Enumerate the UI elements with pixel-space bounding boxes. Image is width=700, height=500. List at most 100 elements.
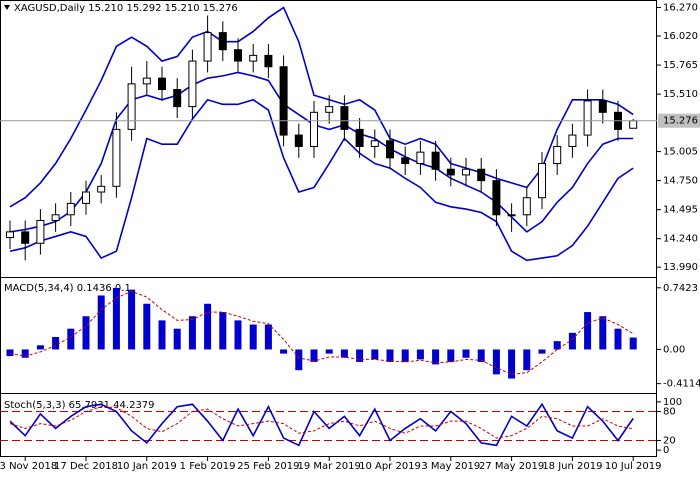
macd-bar	[264, 324, 272, 350]
candle-body	[462, 168, 470, 176]
candle-body	[370, 140, 379, 147]
series-line	[9, 98, 634, 262]
macd-title: MACD(5,34,4) 0.1436 0.1	[4, 283, 131, 294]
macd-bar	[219, 312, 227, 350]
y-tick-label: -0.4114	[663, 379, 700, 390]
x-tick-label: 1 Feb 2019	[180, 461, 236, 472]
x-tick-label: 10 Jul 2019	[605, 461, 662, 472]
macd-bar	[568, 332, 576, 350]
candle-body	[401, 157, 410, 165]
y-tick-label: 14.750	[663, 176, 698, 187]
chart-title: XAGUSD,Daily 15.210 15.292 15.210 15.276	[14, 3, 238, 14]
macd-bar	[112, 287, 120, 350]
candle-body	[553, 145, 562, 165]
candle-body	[310, 111, 318, 147]
last-price-box	[658, 113, 700, 128]
macd-bar	[614, 328, 622, 350]
candle-body	[492, 180, 501, 216]
series-line	[9, 290, 634, 375]
candle-body	[188, 60, 197, 108]
candle-body	[325, 106, 334, 113]
stoch-title: Stoch(5,3,3) 65.7931 44.2379	[4, 400, 155, 411]
y-tick-label: 15.765	[663, 60, 698, 71]
x-tick-label: 23 Nov 2018	[0, 461, 57, 472]
macd-bar	[340, 349, 348, 358]
macd-bar	[447, 349, 455, 362]
candle-body	[173, 89, 182, 108]
candle-body	[82, 191, 90, 204]
y-tick-label: 0.00	[663, 344, 685, 355]
macd-bar	[371, 349, 379, 360]
x-tick-label: 3 May 2019	[421, 461, 480, 472]
macd-bar	[477, 349, 485, 362]
candle-body	[264, 54, 273, 68]
macd-bar	[356, 349, 364, 362]
y-tick-label: 14.240	[663, 234, 698, 245]
candle-body	[112, 128, 121, 187]
y-tick-label: 80	[663, 407, 676, 418]
macd-bar	[143, 303, 151, 350]
macd-bar	[401, 349, 409, 362]
candle-body	[386, 140, 394, 159]
candle-body	[6, 231, 14, 239]
macd-bar	[553, 341, 561, 350]
macd-bar	[82, 316, 90, 350]
macd-bar	[629, 337, 637, 350]
macd-bar	[158, 320, 166, 350]
macd-bar	[128, 289, 136, 350]
macd-bar	[234, 320, 242, 350]
macd-bar	[523, 349, 531, 371]
candle-body	[66, 202, 75, 216]
macd-bar	[310, 349, 318, 362]
candle-body	[279, 66, 288, 136]
plot-frame	[0, 0, 657, 457]
candle-body	[294, 134, 303, 147]
candle-body	[431, 151, 440, 170]
macd-bar	[36, 345, 44, 350]
macd-bar	[538, 349, 546, 354]
x-tick-label: 10 Jan 2019	[117, 461, 177, 472]
symbol-icon	[4, 5, 10, 10]
candle-body	[446, 168, 455, 176]
y-tick-label: 100	[663, 397, 682, 408]
y-tick-label: 0	[663, 445, 669, 456]
series-line	[9, 6, 634, 208]
candle-body	[538, 163, 546, 199]
candle-body	[340, 106, 349, 130]
candle-body	[97, 185, 106, 193]
candle-body	[249, 54, 258, 62]
candle-body	[234, 49, 242, 62]
last-price-label: 15.276	[663, 116, 698, 127]
candle-body	[21, 231, 30, 244]
candle-body	[598, 100, 607, 113]
candle-body	[477, 168, 486, 182]
candle-body	[158, 77, 166, 91]
candle-body	[203, 32, 212, 62]
y-tick-label: 16.270	[663, 3, 698, 14]
macd-bar	[599, 316, 607, 350]
y-tick-label: 20	[663, 435, 676, 446]
x-tick-label: 19 Mar 2019	[297, 461, 360, 472]
candle-body	[127, 83, 136, 130]
candle-body	[583, 100, 592, 136]
candle-body	[629, 120, 638, 129]
x-tick-label: 17 Dec 2018	[54, 461, 118, 472]
y-tick-label: 13.990	[663, 262, 698, 273]
macd-bar	[67, 328, 75, 350]
macd-bar	[416, 349, 424, 360]
macd-bar	[462, 349, 470, 358]
series-line	[9, 71, 634, 233]
candle-body	[522, 197, 531, 216]
macd-bar	[204, 303, 212, 350]
candle-body	[142, 77, 151, 85]
x-tick-label: 25 Feb 2019	[237, 461, 299, 472]
macd-bar	[173, 328, 181, 350]
y-tick-label: 15.510	[663, 89, 698, 100]
macd-bar	[6, 349, 14, 357]
y-tick-label: 16.020	[663, 31, 698, 42]
macd-bar	[295, 349, 303, 371]
candle-body	[218, 32, 227, 51]
macd-bar	[21, 349, 29, 358]
macd-bar	[188, 316, 196, 350]
